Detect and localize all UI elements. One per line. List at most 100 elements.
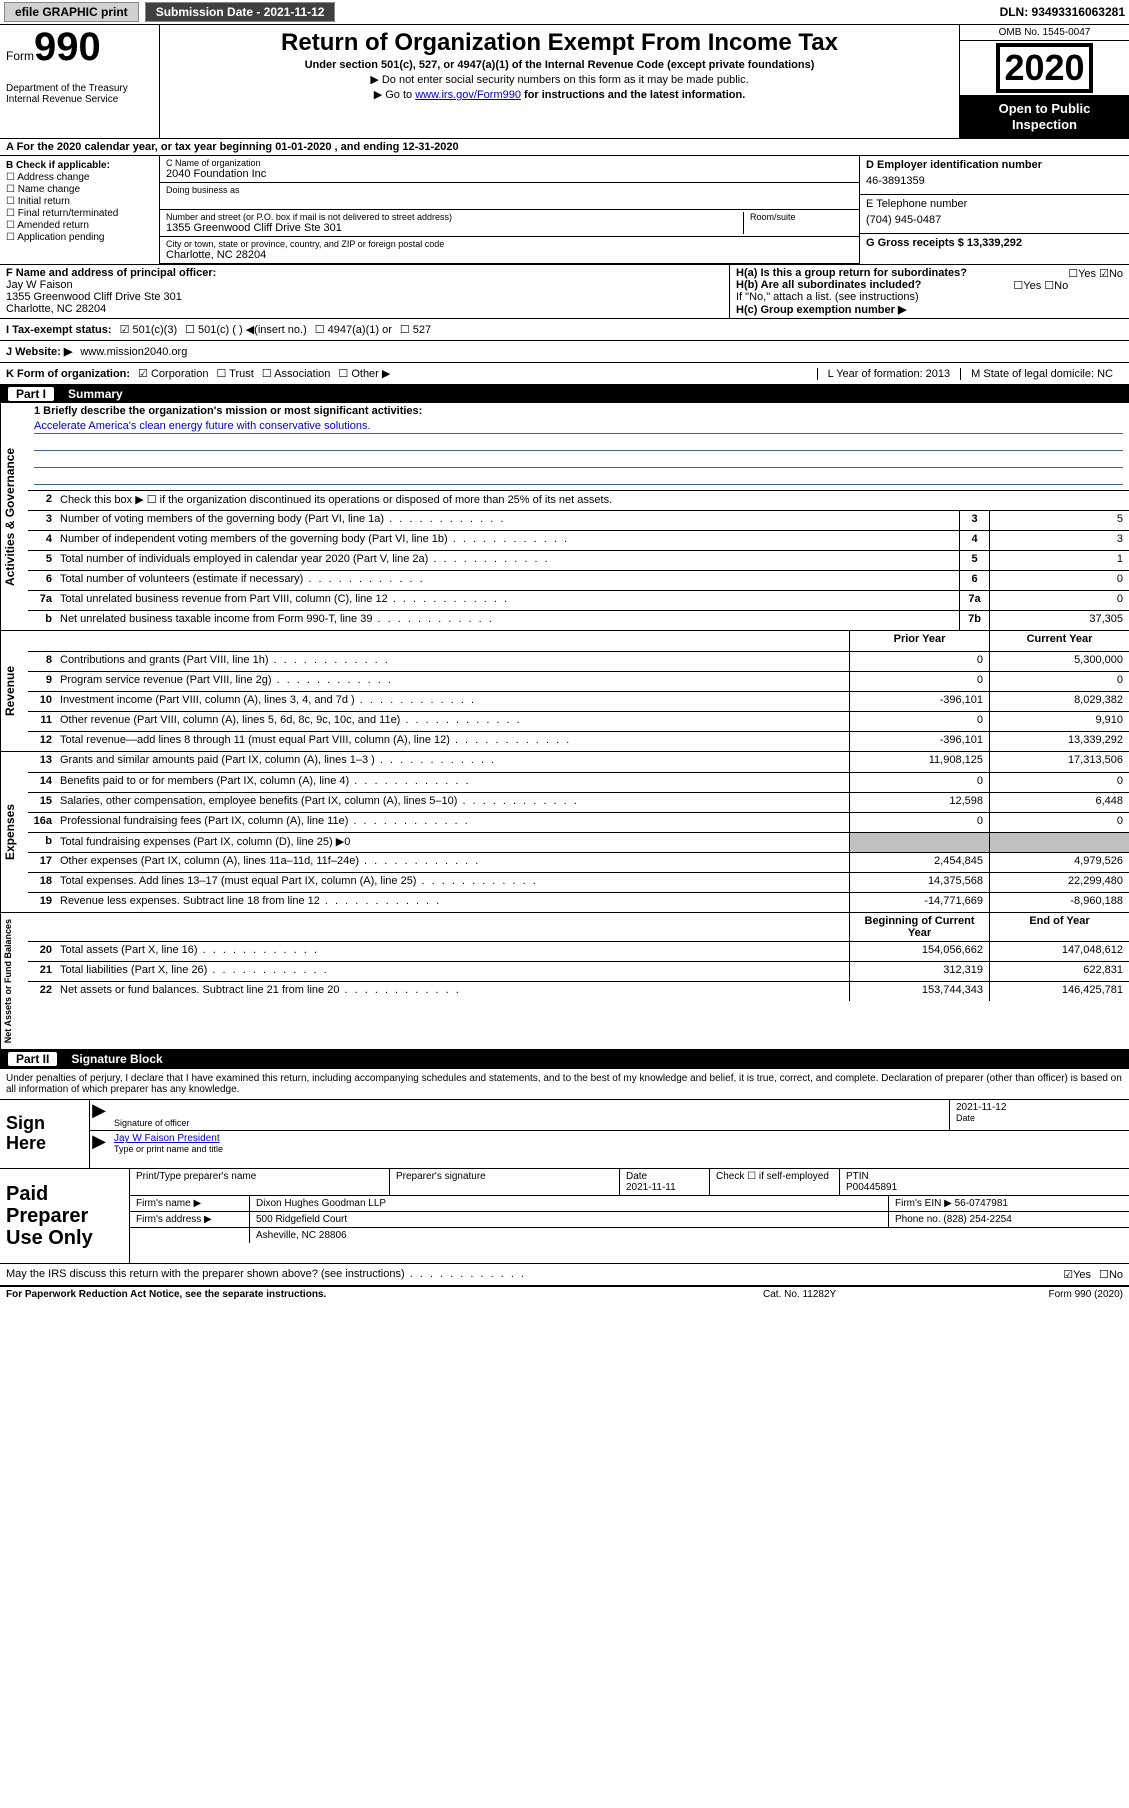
prep-self-employed[interactable]: Check ☐ if self-employed: [710, 1169, 840, 1195]
chk-corporation[interactable]: ☑ Corporation: [138, 367, 208, 380]
dln-label: DLN: 93493316063281: [1000, 5, 1125, 19]
state-domicile: M State of legal domicile: NC: [960, 368, 1123, 380]
website-label: J Website: ▶: [6, 345, 72, 358]
hb-no[interactable]: No: [1054, 280, 1068, 292]
ein-value: 46-3891359: [866, 171, 1123, 191]
mission-text: Accelerate America's clean energy future…: [34, 420, 1123, 434]
chk-501c3[interactable]: ☑ 501(c)(3): [120, 323, 178, 336]
part-2-title: Signature Block: [71, 1052, 162, 1066]
table-row: 19Revenue less expenses. Subtract line 1…: [28, 892, 1129, 912]
chk-501c[interactable]: ☐ 501(c) ( ) ◀(insert no.): [185, 323, 307, 336]
part-1-header: Part I Summary: [0, 385, 1129, 403]
hb-yes[interactable]: Yes: [1023, 280, 1041, 292]
firm-addr-label: Firm's address ▶: [130, 1212, 250, 1227]
discuss-question: May the IRS discuss this return with the…: [6, 1268, 526, 1280]
table-row: 13Grants and similar amounts paid (Part …: [28, 752, 1129, 772]
table-row: 11Other revenue (Part VIII, column (A), …: [28, 711, 1129, 731]
firm-phone: (828) 254-2254: [943, 1214, 1011, 1225]
ein-label: D Employer identification number: [866, 159, 1123, 171]
part-2-label: Part II: [8, 1052, 57, 1066]
chk-final-return[interactable]: ☐ Final return/terminated: [6, 208, 153, 219]
chk-amended-return[interactable]: ☐ Amended return: [6, 220, 153, 231]
chk-other[interactable]: ☐ Other ▶: [338, 367, 390, 380]
revenue-label: Revenue: [0, 631, 28, 751]
current-year-head: Current Year: [989, 631, 1129, 651]
chk-initial-return[interactable]: ☐ Initial return: [6, 196, 153, 207]
ha-yes[interactable]: Yes: [1078, 268, 1096, 280]
table-row: 14Benefits paid to or for members (Part …: [28, 772, 1129, 792]
dba-label: Doing business as: [166, 185, 853, 195]
firm-name: Dixon Hughes Goodman LLP: [250, 1196, 889, 1211]
table-row: 9Program service revenue (Part VIII, lin…: [28, 671, 1129, 691]
mission-blank-3: [34, 471, 1123, 485]
page-footer: For Paperwork Reduction Act Notice, see …: [0, 1286, 1129, 1302]
form-title: Return of Organization Exempt From Incom…: [168, 29, 951, 57]
status-label: I Tax-exempt status:: [6, 324, 112, 336]
end-year-head: End of Year: [989, 913, 1129, 941]
form-header: Form990 Department of the Treasury Inter…: [0, 25, 1129, 139]
instruction-line-2: ▶ Go to www.irs.gov/Form990 for instruct…: [168, 88, 951, 101]
netassets-section: Net Assets or Fund Balances Beginning of…: [0, 913, 1129, 1050]
column-b-checkboxes: B Check if applicable: ☐ Address change …: [0, 156, 160, 264]
prep-date-val: 2021-11-11: [626, 1182, 703, 1193]
ptin-label: PTIN: [846, 1171, 1123, 1182]
chk-trust[interactable]: ☐ Trust: [216, 367, 253, 380]
expenses-label: Expenses: [0, 752, 28, 912]
sign-arrow-icon-2: ▶: [90, 1131, 108, 1156]
form-prefix: Form: [6, 49, 34, 63]
public-inspection-box: Open to Public Inspection: [960, 95, 1129, 138]
officer-city: Charlotte, NC 28204: [6, 303, 723, 315]
chk-application-pending[interactable]: ☐ Application pending: [6, 232, 153, 243]
table-row: 6Total number of volunteers (estimate if…: [28, 570, 1129, 590]
submission-date-button[interactable]: Submission Date - 2021-11-12: [145, 2, 336, 22]
sig-date-label: Date: [956, 1113, 1123, 1123]
sig-date: 2021-11-12: [956, 1102, 1123, 1113]
officer-typed-label: Type or print name and title: [114, 1144, 1123, 1154]
org-name-label: C Name of organization: [166, 158, 853, 168]
form-number: Form990: [6, 29, 153, 65]
chk-name-change[interactable]: ☐ Name change: [6, 184, 153, 195]
prep-date-head: Date: [626, 1171, 703, 1182]
chk-address-change[interactable]: ☐ Address change: [6, 172, 153, 183]
col-b-label: B Check if applicable:: [6, 160, 153, 171]
prior-year-head: Prior Year: [849, 631, 989, 651]
public-line-2: Inspection: [964, 117, 1125, 133]
chk-association[interactable]: ☐ Association: [262, 367, 331, 380]
officer-section: F Name and address of principal officer:…: [0, 265, 1129, 319]
table-row: bTotal fundraising expenses (Part IX, co…: [28, 832, 1129, 852]
preparer-section: Paid Preparer Use Only Print/Type prepar…: [0, 1168, 1129, 1263]
table-row: 7aTotal unrelated business revenue from …: [28, 590, 1129, 610]
year-formation: L Year of formation: 2013: [817, 368, 961, 380]
table-row: 21Total liabilities (Part X, line 26)312…: [28, 961, 1129, 981]
instruction-line-1: ▶ Do not enter social security numbers o…: [168, 73, 951, 86]
part-2-header: Part II Signature Block: [0, 1050, 1129, 1068]
chk-527[interactable]: ☐ 527: [400, 323, 431, 336]
go-to-suffix: for instructions and the latest informat…: [521, 89, 745, 101]
chk-4947[interactable]: ☐ 4947(a)(1) or: [315, 323, 392, 336]
prep-name-head: Print/Type preparer's name: [130, 1169, 390, 1195]
paperwork-notice: For Paperwork Reduction Act Notice, see …: [6, 1289, 763, 1300]
efile-button[interactable]: efile GRAPHIC print: [4, 2, 139, 22]
k-row: K Form of organization: ☑ Corporation ☐ …: [0, 363, 1129, 385]
table-row: 10Investment income (Part VIII, column (…: [28, 691, 1129, 711]
discuss-no[interactable]: ☐No: [1099, 1268, 1123, 1281]
discuss-yes[interactable]: ☑Yes: [1063, 1268, 1091, 1281]
public-line-1: Open to Public: [964, 101, 1125, 117]
ha-no[interactable]: No: [1109, 268, 1123, 280]
firm-name-label: Firm's name ▶: [130, 1196, 250, 1211]
form-ref: Form 990 (2020): [963, 1289, 1123, 1300]
org-address: 1355 Greenwood Cliff Drive Ste 301: [166, 222, 743, 234]
expenses-section: Expenses 13Grants and similar amounts pa…: [0, 752, 1129, 913]
city-label: City or town, state or province, country…: [166, 239, 853, 249]
form-number-big: 990: [34, 25, 101, 69]
website-value: www.mission2040.org: [80, 346, 187, 358]
sig-officer-label: Signature of officer: [114, 1118, 943, 1128]
table-row: 3Number of voting members of the governi…: [28, 510, 1129, 530]
instructions-link[interactable]: www.irs.gov/Form990: [415, 89, 521, 101]
perjury-statement: Under penalties of perjury, I declare th…: [0, 1068, 1129, 1099]
sign-arrow-icon: ▶: [90, 1100, 108, 1130]
beginning-year-head: Beginning of Current Year: [849, 913, 989, 941]
officer-typed: Jay W Faison President: [114, 1133, 1123, 1144]
room-label: Room/suite: [750, 212, 853, 222]
table-row: 4Number of independent voting members of…: [28, 530, 1129, 550]
